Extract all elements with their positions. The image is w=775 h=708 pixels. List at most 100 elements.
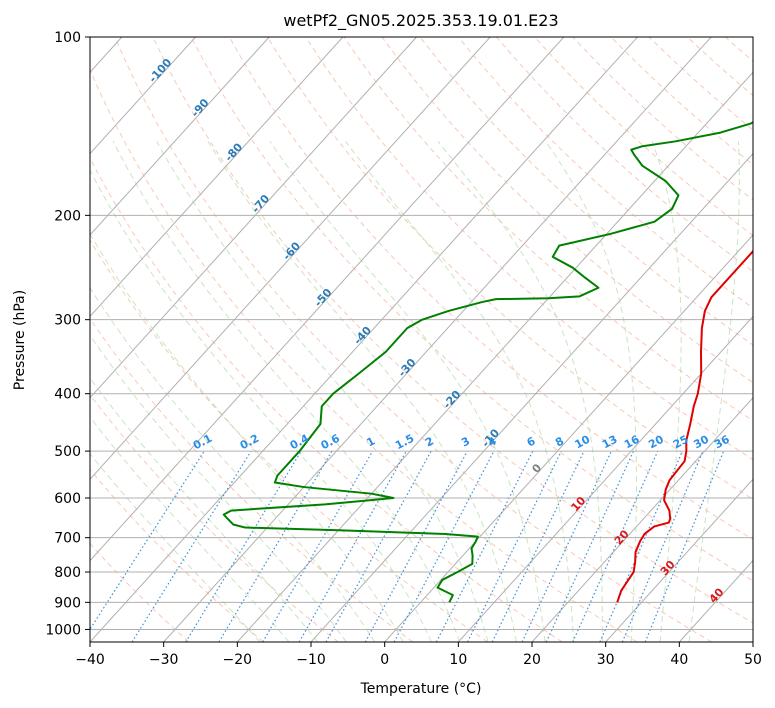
mixing-ratio-label: 6 — [525, 434, 538, 449]
isotherm-label: -20 — [441, 388, 464, 412]
mixing-ratio-line — [218, 450, 333, 642]
mixing-ratio-label: 2 — [423, 434, 436, 449]
isotherm-line — [90, 37, 196, 155]
mixing-ratio-label: 1 — [364, 434, 377, 449]
dry-adiabat-line — [457, 37, 753, 309]
x-tick-label: 0 — [380, 652, 389, 668]
mixing-ratio-line — [298, 450, 407, 642]
y-axis: 100 200 300 400 500 600 700 800 900 1000 — [45, 30, 90, 638]
isotherm-label: -30 — [396, 356, 419, 380]
mixing-ratio-label: 16 — [622, 433, 642, 452]
dry-adiabat-line — [152, 37, 753, 624]
x-tick-label: 20 — [523, 652, 541, 668]
dry-adiabat-line — [228, 37, 753, 541]
x-tick-label: 10 — [449, 652, 467, 668]
isotherm-line — [90, 37, 491, 480]
isotherm-line — [457, 315, 753, 642]
dry-adiabat-line — [343, 37, 753, 422]
dry-adiabat-line — [90, 543, 190, 642]
dry-adiabat-line — [267, 37, 753, 500]
mixing-ratio-line — [262, 450, 374, 642]
y-tick-label: 400 — [54, 387, 81, 403]
chart-title: wetPf2_GN05.2025.353.19.01.E23 — [283, 11, 558, 31]
moist-adiabat-line — [269, 141, 546, 642]
isotherm-line — [678, 559, 753, 642]
dry-adiabat-line — [114, 37, 712, 642]
x-tick-label: −20 — [223, 652, 253, 668]
plot-frame — [89, 36, 754, 643]
moist-adiabat-line — [345, 141, 575, 642]
isotherm-line — [531, 397, 753, 642]
mixing-ratio-label: 8 — [553, 434, 566, 449]
mixing-ratio-line — [364, 450, 468, 642]
mixing-ratio-line — [90, 450, 205, 631]
mixing-ratio-label: 13 — [600, 433, 620, 452]
isotherm-line — [752, 641, 753, 642]
isotherm-line — [90, 37, 270, 236]
isotherm-label: 0 — [530, 461, 545, 476]
y-tick-label: 100 — [54, 30, 81, 46]
mixing-ratio-label: 30 — [691, 433, 711, 452]
mixing-ratio-line — [466, 450, 562, 642]
y-tick-label: 900 — [54, 595, 81, 611]
isotherm-line — [90, 37, 565, 562]
isotherm-label: -100 — [146, 56, 174, 85]
moist-adiabat-line — [90, 334, 347, 642]
dry-adiabat-line — [686, 37, 753, 97]
dry-adiabat-line — [648, 37, 753, 131]
isotherm-line — [90, 37, 417, 399]
x-tick-label: −40 — [75, 652, 105, 668]
y-tick-label: 700 — [54, 531, 81, 547]
mixing-ratio-labels: 0.1 0.2 0.4 0.6 1 1.5 2 3 4 6 8 10 13 16 20 25 30 36 — [191, 432, 732, 453]
mixing-ratio-label: 0.1 — [191, 432, 214, 453]
mixing-ratio-line — [393, 450, 495, 642]
dry-adiabat-line — [190, 37, 753, 582]
x-tick-label: 40 — [670, 652, 688, 668]
mixing-ratio-line — [545, 450, 635, 642]
mixing-ratio-line — [491, 450, 585, 642]
isotherm-label: -40 — [351, 324, 374, 348]
y-tick-label: 1000 — [45, 622, 81, 638]
x-tick-label: −30 — [149, 652, 179, 668]
dry-adiabat-line — [381, 37, 753, 384]
y-tick-label: 500 — [54, 444, 81, 460]
dry-adiabat-line — [419, 37, 753, 346]
mixing-ratio-label: 3 — [459, 434, 472, 449]
x-tick-label: 50 — [744, 652, 762, 668]
background-lines — [90, 37, 775, 642]
mixing-ratio-line — [131, 450, 252, 642]
moist-adiabat-line — [90, 377, 319, 642]
mixing-ratio-label: 25 — [671, 433, 691, 452]
mixing-ratio-label: 20 — [646, 433, 666, 452]
mixing-ratio-line — [644, 450, 725, 642]
isotherm-label: 20 — [612, 527, 632, 547]
mixing-ratio-label: 1.5 — [393, 432, 416, 453]
moist-adiabat-line — [90, 232, 404, 642]
series-layer — [222, 121, 753, 603]
mixing-ratio-line — [572, 450, 659, 642]
x-axis: −40 −30 −20 −10 0 10 20 30 40 50 — [75, 642, 762, 668]
moist-adiabat-line — [112, 141, 461, 642]
temperature-profile-line — [616, 249, 753, 603]
y-tick-label: 200 — [54, 208, 81, 224]
moist-adiabat-line — [437, 141, 603, 642]
dry-adiabat-line — [764, 37, 775, 642]
isotherm-label: -80 — [222, 140, 245, 164]
dewpoint-profile-line — [222, 121, 753, 603]
mixing-ratio-line — [621, 450, 704, 642]
isotherm-line — [163, 37, 712, 642]
y-tick-label: 300 — [54, 313, 81, 329]
y-tick-label: 800 — [54, 565, 81, 581]
dry-adiabat-line — [305, 37, 753, 461]
moist-adiabat-line — [156, 141, 489, 642]
moist-adiabat-line — [90, 416, 290, 642]
x-axis-title: Temperature (°C) — [360, 681, 482, 697]
isotherm-label: 10 — [568, 494, 588, 514]
mixing-ratio-label: 36 — [712, 433, 732, 452]
isotherm-label: -90 — [189, 96, 212, 120]
mixing-ratio-line — [325, 450, 432, 642]
isotherm-label: -50 — [312, 286, 335, 310]
dry-adiabat-line — [90, 157, 563, 642]
isotherm-label: -70 — [249, 192, 272, 216]
